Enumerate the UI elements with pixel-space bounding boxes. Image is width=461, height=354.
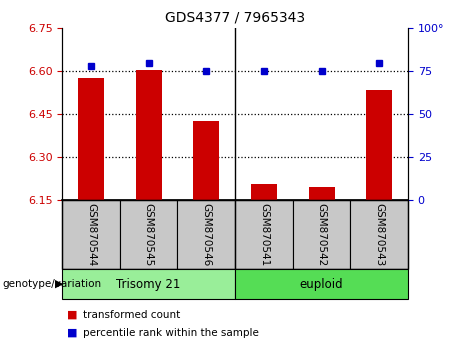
Text: GSM870541: GSM870541	[259, 203, 269, 266]
Text: ▶: ▶	[55, 279, 64, 289]
Bar	[136, 70, 162, 200]
Bar	[251, 184, 277, 200]
Bar	[78, 78, 104, 200]
Text: GSM870544: GSM870544	[86, 203, 96, 266]
Bar	[366, 90, 392, 200]
Text: GSM870543: GSM870543	[374, 203, 384, 266]
Bar	[308, 187, 335, 200]
Text: percentile rank within the sample: percentile rank within the sample	[83, 328, 259, 338]
Bar	[293, 200, 350, 269]
Text: euploid: euploid	[300, 278, 343, 291]
Bar	[120, 200, 177, 269]
Bar	[235, 200, 293, 269]
Text: GSM870545: GSM870545	[144, 203, 154, 266]
Title: GDS4377 / 7965343: GDS4377 / 7965343	[165, 10, 305, 24]
Text: Trisomy 21: Trisomy 21	[117, 278, 181, 291]
Text: ■: ■	[67, 310, 77, 320]
Text: GSM870542: GSM870542	[317, 203, 326, 266]
Text: ■: ■	[67, 328, 77, 338]
Text: genotype/variation: genotype/variation	[2, 279, 101, 289]
Bar	[235, 269, 408, 299]
Bar	[193, 121, 219, 200]
Bar	[350, 200, 408, 269]
Text: transformed count: transformed count	[83, 310, 180, 320]
Bar	[62, 200, 120, 269]
Text: GSM870546: GSM870546	[201, 203, 211, 266]
Bar	[62, 269, 235, 299]
Bar	[177, 200, 235, 269]
